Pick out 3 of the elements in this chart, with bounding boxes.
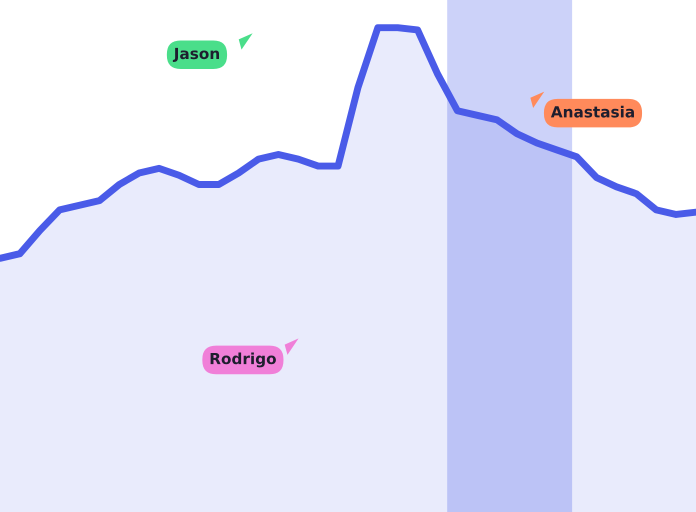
annotation: Anastasia [550,106,634,118]
annotation: Jason [172,48,220,62]
text: Rodrigo [210,352,276,368]
